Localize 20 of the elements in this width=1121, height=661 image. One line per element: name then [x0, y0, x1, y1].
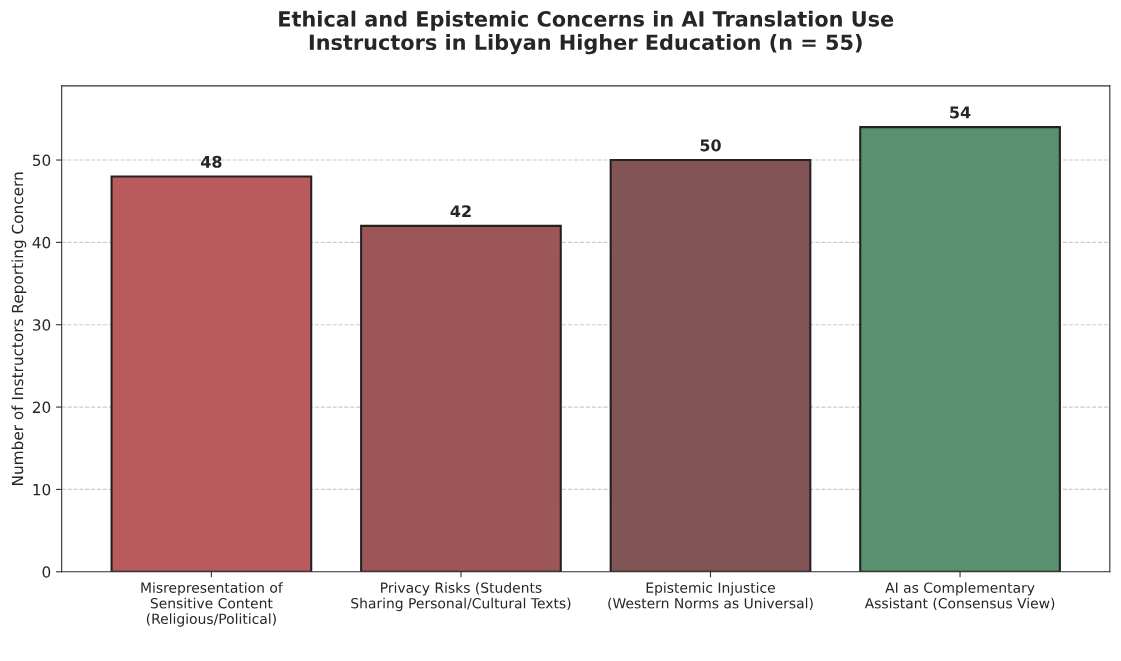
bar — [110, 175, 313, 572]
x-tick-label: Misrepresentation of Sensitive Content (Religious/Political) — [141, 582, 284, 627]
data-label: 42 — [450, 205, 471, 218]
data-label: 50 — [700, 139, 721, 152]
data-label: 48 — [200, 155, 222, 168]
bar — [609, 159, 812, 572]
y-axis-title: Number of Instructors Reporting Concern — [11, 172, 27, 485]
bar — [859, 126, 1061, 572]
chart-title: Ethical and Epistemic Concerns in AI Translation Use Instructors in Libyan Higher Education (n = 55) — [279, 10, 894, 55]
y-tick-label: 30 — [32, 319, 51, 331]
y-tick-label: 50 — [32, 154, 51, 167]
bar — [360, 224, 562, 572]
x-tick-label: Privacy Risks (Students Sharing Personal/Cultural Texts) — [351, 582, 571, 612]
data-label: 54 — [950, 106, 971, 119]
y-tick-label: 20 — [32, 401, 51, 414]
y-tick-label: 40 — [32, 236, 51, 249]
x-tick-label: AI as Complementary Assistant (Consensus View) — [864, 582, 1055, 611]
y-tick-label: 0 — [42, 566, 51, 578]
y-tick-label: 10 — [33, 483, 51, 496]
x-tick-label: Epistemic Injustice (Western Norms as Universal) — [608, 582, 813, 611]
